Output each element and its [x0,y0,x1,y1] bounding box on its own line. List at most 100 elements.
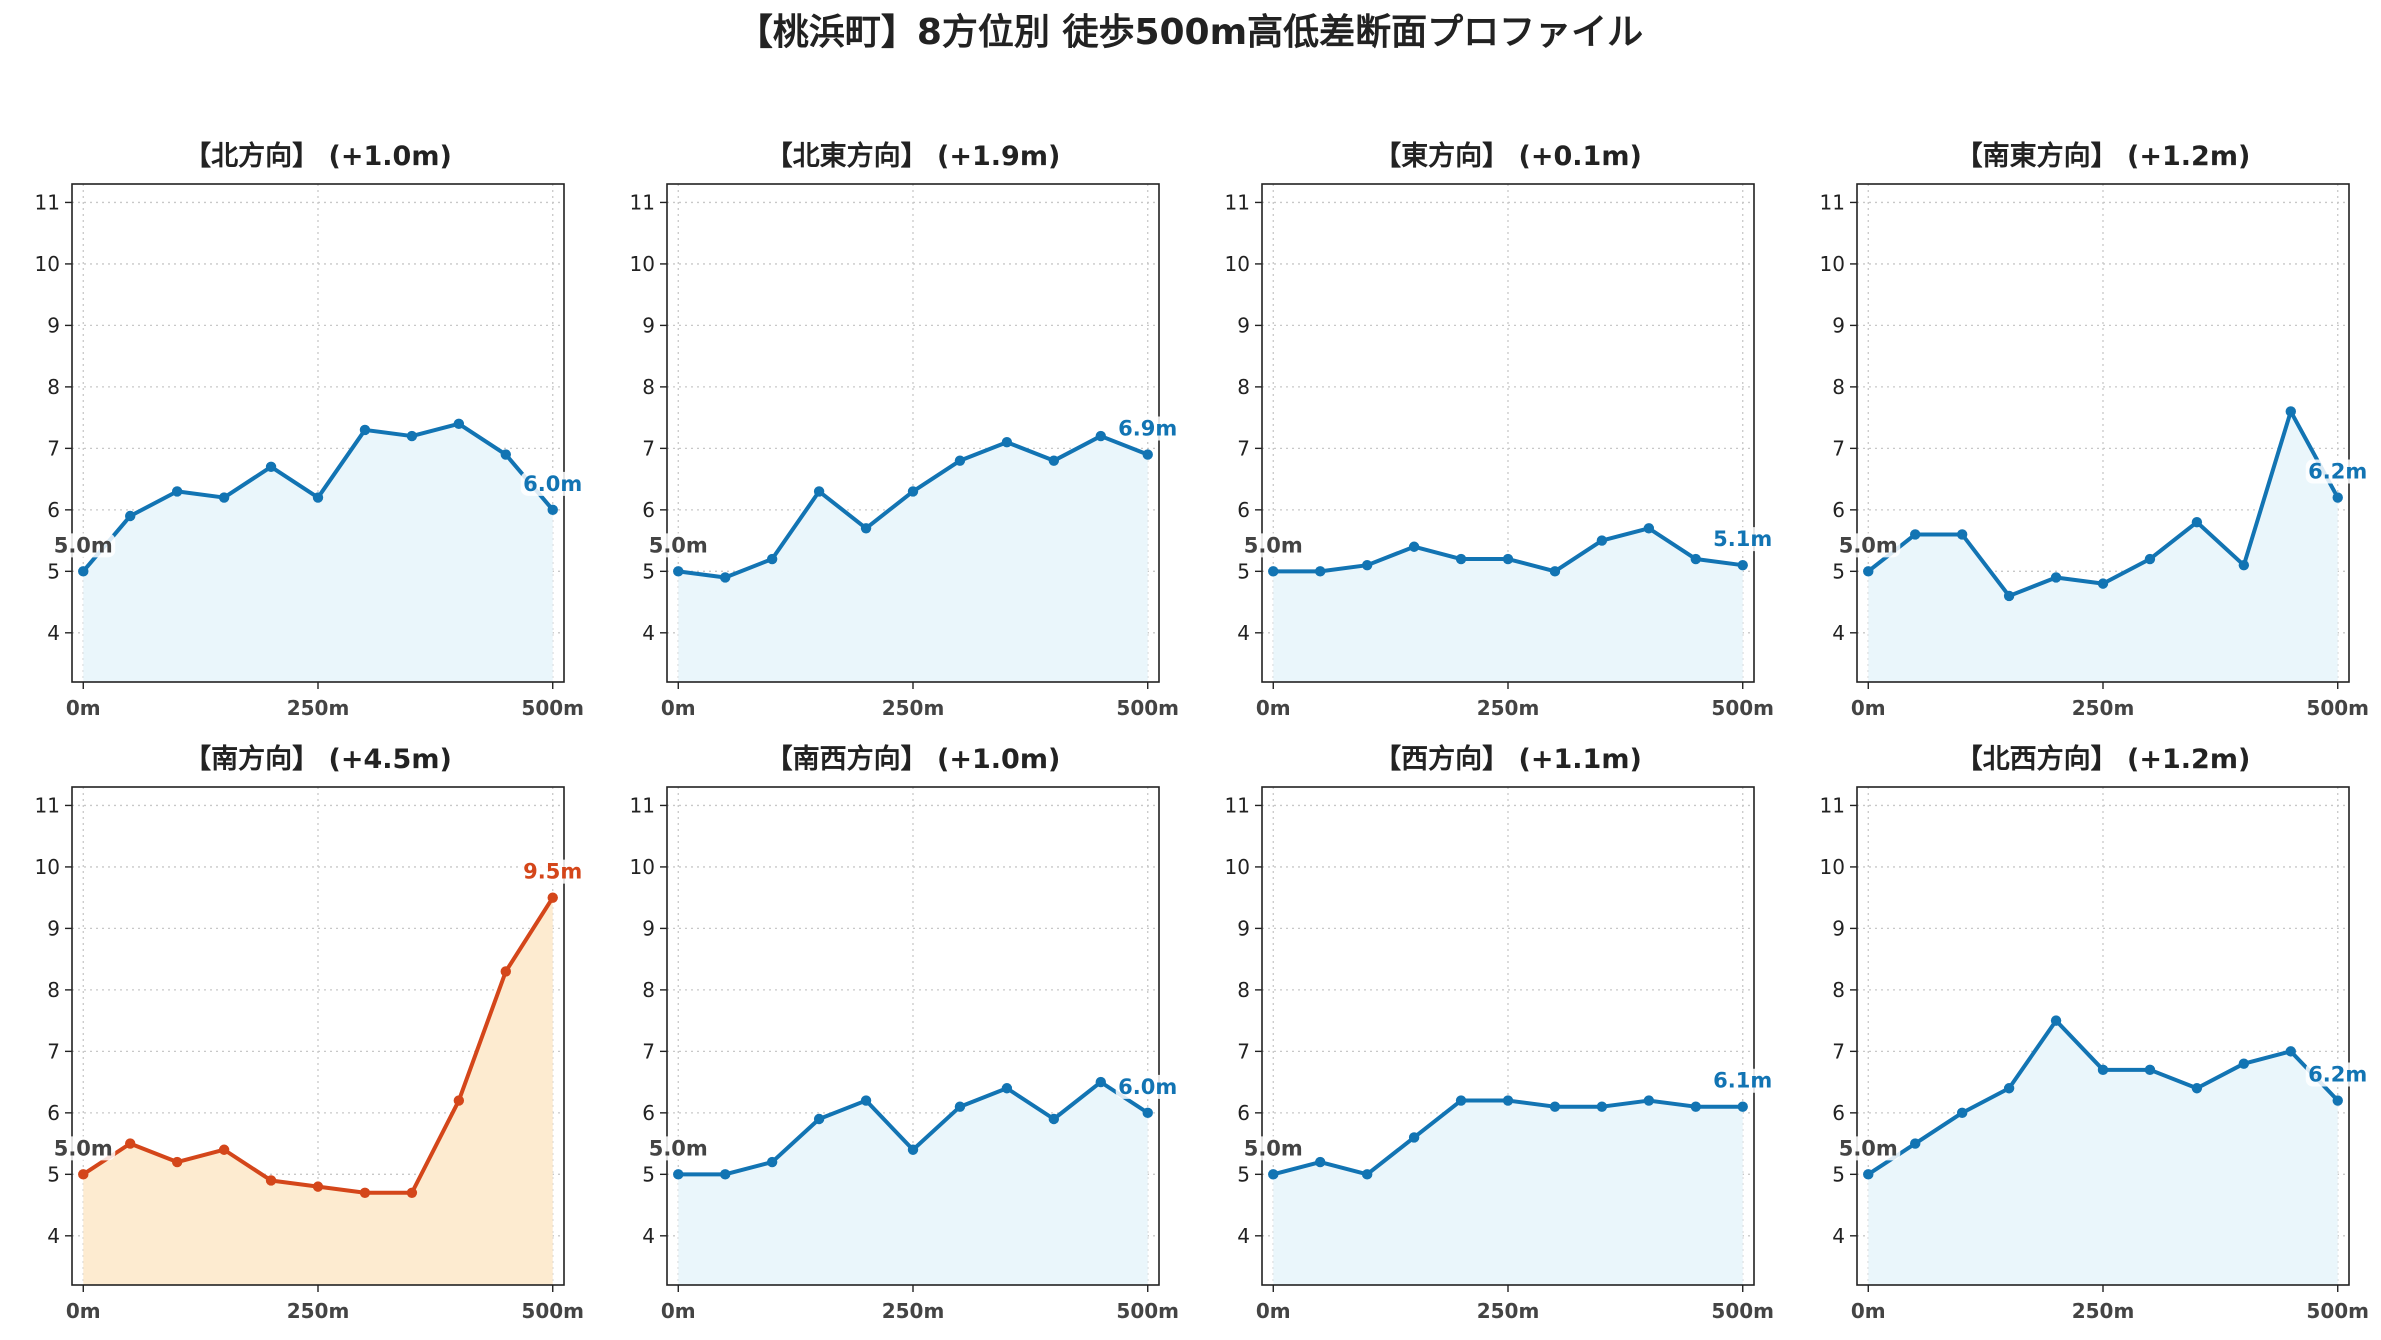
y-tick-label: 5 [642,1162,655,1186]
start-label-bg [1241,1136,1306,1161]
data-point [2050,572,2062,583]
chart-panel: 【南西方向】 (+1.0m) 4 5 6 7 8 9 10 11 0m 250m 500m 5.0m 6.… [630,743,1180,1323]
y-tick-label: 5 [1237,1162,1250,1186]
y-tick-label: 8 [642,978,655,1002]
data-point [2097,578,2109,589]
panel-title: 【南東方向】 (+1.2m) [1956,140,2251,172]
panel-title: 【北東方向】 (+1.9m) [766,140,1061,172]
y-tick-label: 6 [642,498,655,522]
x-tick-label: 0m [661,696,696,720]
data-point [1001,437,1013,448]
y-tick-label: 7 [642,436,655,460]
y-tick-label: 4 [1237,621,1250,645]
end-label-bg [2305,459,2370,484]
start-label: 5.0m [1244,533,1303,557]
y-tick-label: 5 [1832,559,1845,583]
y-tick-label: 10 [1225,252,1250,276]
y-tick-label: 6 [47,498,60,522]
y-tick-label: 8 [47,375,60,399]
data-point [1095,1076,1106,1088]
data-point [547,504,558,516]
x-tick-label: 0m [661,1299,696,1323]
area-fill [678,436,1148,682]
data-point [1142,449,1153,460]
data-point [1142,1107,1153,1119]
data-point [1315,566,1326,577]
x-tick-label: 500m [1116,696,1179,720]
y-tick-label: 9 [47,916,60,940]
data-point [2003,590,2015,602]
start-label-bg [51,533,116,558]
y-tick-label: 7 [1237,436,1250,460]
data-point [954,455,966,466]
panel-title: 【南西方向】 (+1.0m) [766,743,1061,775]
data-point [1001,1083,1013,1094]
x-tick-label: 250m [1477,696,1540,720]
start-label: 5.0m [1839,1136,1898,1160]
data-point [312,492,324,503]
y-tick-label: 8 [1832,375,1845,399]
y-tick-label: 10 [35,855,60,879]
end-label-bg [1115,416,1180,441]
data-point [1910,1138,1921,1149]
y-tick-label: 6 [1237,498,1250,522]
data-point [1690,1101,1701,1112]
x-tick-label: 0m [66,696,101,720]
chart-panel: 【北方向】 (+1.0m) 4 5 6 7 8 9 10 11 0m 250m 500m 5.0m 6.0… [35,140,585,720]
data-point [1549,1101,1561,1112]
data-point [1596,1101,1608,1112]
y-tick-label: 11 [630,190,655,214]
y-tick-label: 7 [642,1039,655,1063]
x-tick-label: 250m [287,696,350,720]
data-point [1455,553,1467,565]
y-tick-label: 5 [47,559,60,583]
data-point [406,1187,418,1198]
chart-panel: 【南東方向】 (+1.2m) 4 5 6 7 8 9 10 11 0m 250m 500m 5.0m 6.… [1820,140,2370,720]
panel-title: 【東方向】 (+0.1m) [1374,140,1642,172]
x-tick-label: 500m [521,696,584,720]
data-point [673,1169,684,1180]
y-tick-label: 9 [1832,313,1845,337]
data-point [2191,516,2203,528]
y-tick-label: 4 [1832,621,1845,645]
data-point [1863,566,1874,577]
y-tick-label: 11 [1820,793,1845,817]
chart-panels: 【北方向】 (+1.0m) 4 5 6 7 8 9 10 11 0m 250m 500m 5.0m 6.0… [35,140,2370,1323]
panel-title: 【西方向】 (+1.1m) [1374,743,1642,775]
data-point [766,1156,778,1168]
y-tick-label: 9 [642,313,655,337]
area-fill [83,423,553,682]
data-point [2332,1095,2343,1106]
area-fill [1868,411,2338,682]
data-point [171,1156,183,1168]
data-point [1455,1095,1467,1106]
data-point [673,566,684,577]
data-point [766,553,778,565]
data-point [78,1169,89,1180]
end-label-bg [1710,1068,1775,1093]
start-label-bg [1241,533,1306,558]
data-point [720,572,731,583]
y-tick-label: 8 [1237,978,1250,1002]
data-point [359,1187,371,1198]
x-tick-label: 250m [2072,696,2135,720]
data-point [1361,559,1373,571]
data-point [2191,1083,2203,1094]
data-point [1502,553,1514,565]
y-tick-label: 4 [1832,1224,1845,1248]
y-tick-label: 8 [47,978,60,1002]
data-point [1643,1095,1655,1106]
y-tick-label: 7 [1237,1039,1250,1063]
data-point [547,892,558,903]
data-point [1408,1132,1420,1143]
y-tick-label: 6 [1832,498,1845,522]
data-point [1956,529,1968,540]
y-tick-label: 4 [47,1224,60,1248]
y-tick-label: 4 [642,1224,655,1248]
y-tick-label: 10 [1820,855,1845,879]
y-tick-label: 9 [1237,313,1250,337]
y-tick-label: 5 [642,559,655,583]
data-point [860,1095,872,1106]
end-label-bg [520,471,585,496]
